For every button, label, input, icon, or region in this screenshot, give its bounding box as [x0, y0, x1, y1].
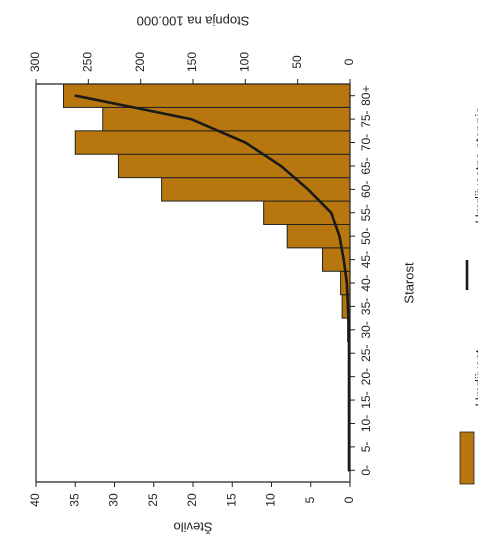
- category-label-2: 10-: [359, 415, 373, 432]
- count-tick-label-3: 15: [224, 493, 238, 507]
- rate-axis-title: Stopnja na 100.000: [137, 14, 250, 29]
- category-label-16: 80+: [359, 86, 373, 106]
- legend-label-bar: Umrljivost: [472, 349, 478, 406]
- bar-11: [263, 200, 351, 225]
- bar-13: [117, 153, 351, 179]
- category-label-0: 0-: [359, 465, 373, 476]
- category-label-3: 15-: [359, 391, 373, 408]
- count-tick-label-4: 20: [185, 493, 199, 507]
- legend: Umrljivost Umrljivostna stopnja: [459, 106, 478, 485]
- count-tick-label-7: 35: [67, 493, 81, 507]
- category-label-7: 35-: [359, 298, 373, 315]
- category-label-14: 70-: [359, 134, 373, 151]
- category-label-4: 20-: [359, 368, 373, 385]
- category-label-5: 25-: [359, 345, 373, 362]
- count-tick-label-8: 40: [28, 493, 42, 507]
- category-axis-title: Starost: [401, 262, 416, 304]
- category-label-11: 55-: [359, 204, 373, 221]
- rate-tick-label-5: 250: [81, 52, 95, 72]
- plot-area: 0- 5- 10- 15- 20- 25- 30- 35- 40- 45- 50- 55- 60- 65-…: [28, 14, 416, 535]
- rate-line: [74, 94, 351, 472]
- bar-15: [102, 106, 351, 132]
- rate-tick-label-0: 0: [342, 58, 356, 65]
- count-tick-label-5: 25: [146, 493, 160, 507]
- category-label-12: 60-: [359, 181, 373, 198]
- category-label-15: 75-: [359, 110, 373, 127]
- category-label-8: 40-: [359, 274, 373, 291]
- bar-14: [74, 130, 351, 155]
- rate-tick-label-1: 50: [290, 55, 304, 69]
- legend-swatch-bar: [459, 431, 475, 485]
- category-label-6: 30-: [359, 321, 373, 338]
- count-tick-label-2: 10: [264, 493, 278, 507]
- legend-label-line: Umrljivostna stopnja: [472, 106, 478, 224]
- bar-16: [62, 83, 351, 108]
- rate-tick-label-2: 100: [238, 52, 252, 72]
- rate-tick-label-3: 150: [185, 52, 199, 72]
- count-axis-title: Število: [173, 520, 212, 535]
- category-label-1: 5-: [359, 442, 373, 453]
- category-label-10: 50-: [359, 228, 373, 245]
- count-tick-label-0: 0: [342, 496, 356, 503]
- category-label-9: 45-: [359, 251, 373, 268]
- rate-tick-label-4: 200: [133, 52, 147, 72]
- category-label-13: 65-: [359, 157, 373, 174]
- rate-tick-label-6: 300: [28, 52, 42, 72]
- bar-12: [161, 177, 351, 202]
- count-tick-label-6: 30: [107, 493, 121, 507]
- count-tick-label-1: 5: [303, 496, 317, 503]
